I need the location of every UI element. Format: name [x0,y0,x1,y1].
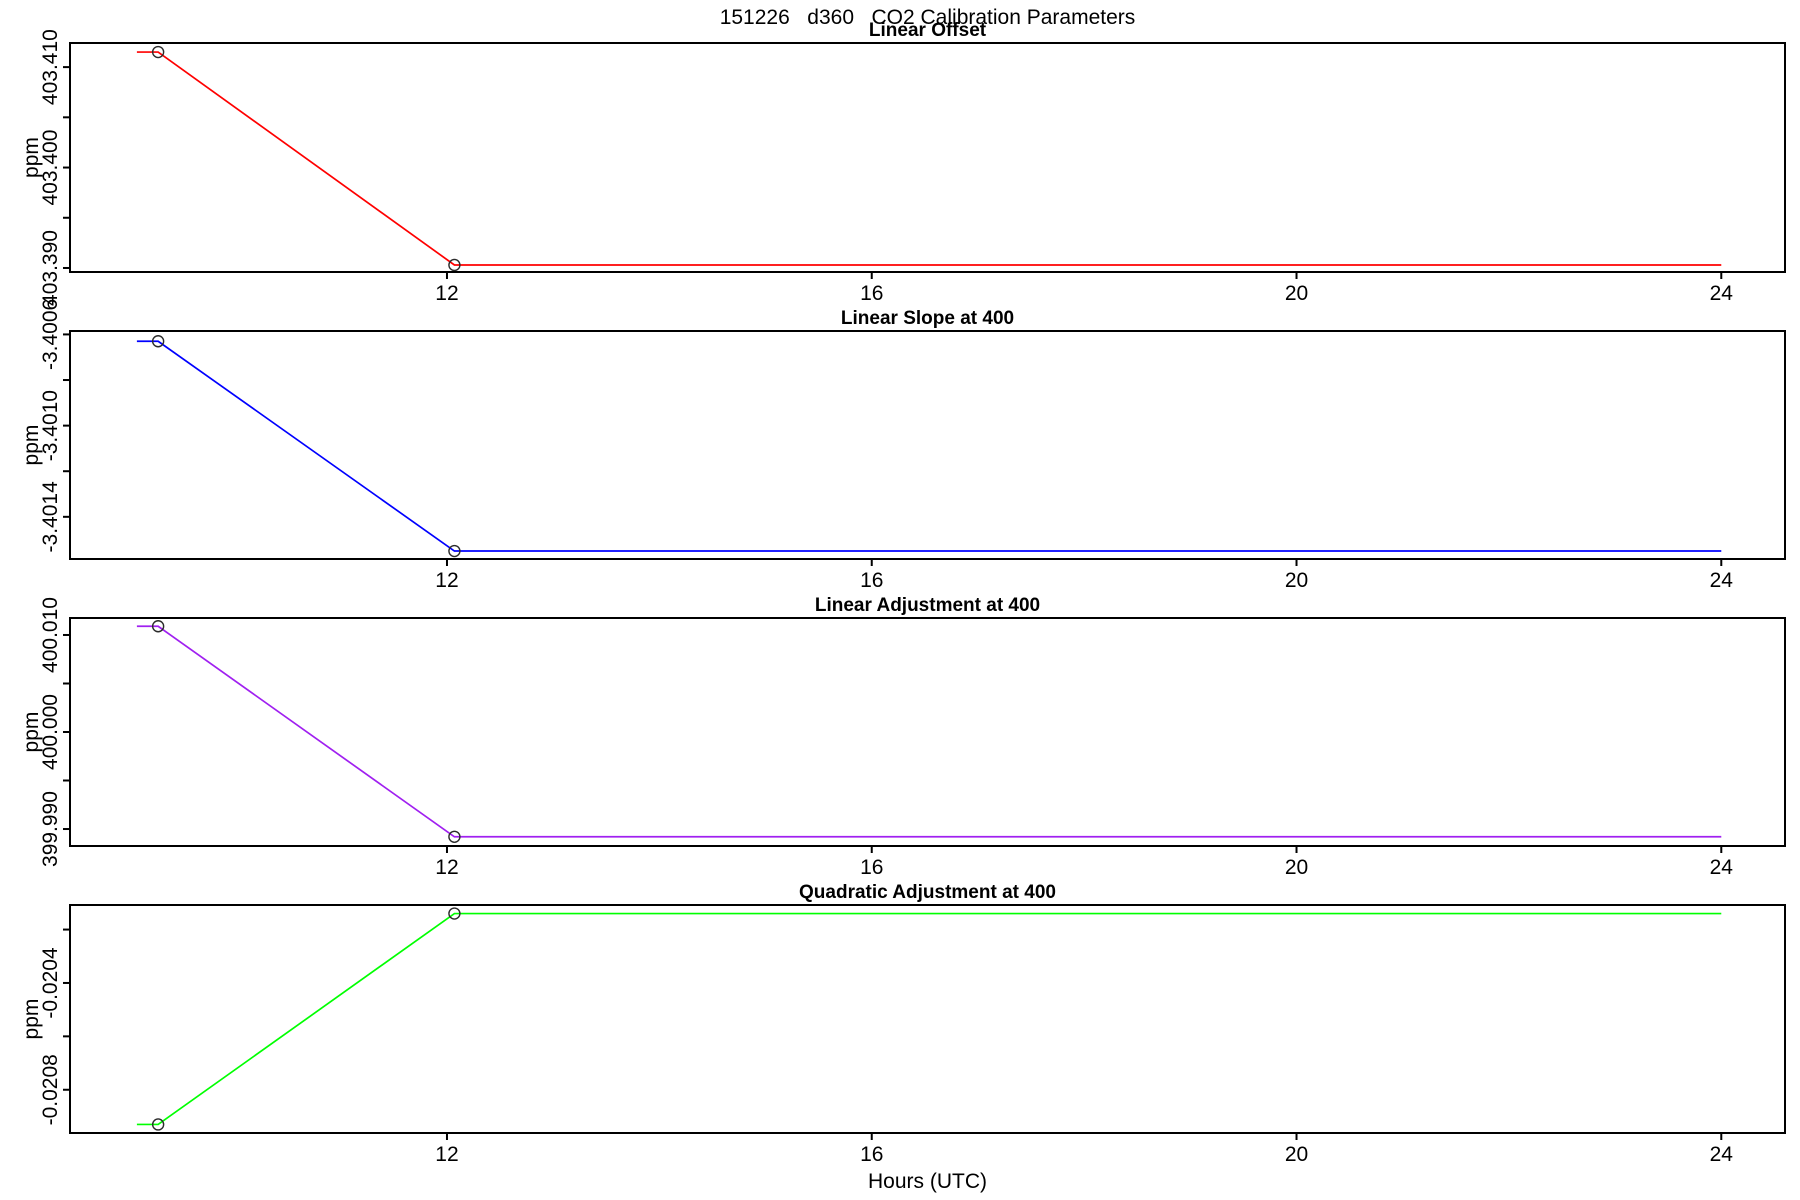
y-axis-label: ppm [20,137,43,178]
panel-title: Linear Adjustment at 400 [815,595,1040,616]
panel-title: Quadratic Adjustment at 400 [799,882,1056,903]
y-tick-label: -3.4014 [39,481,62,553]
y-tick-label: 403.410 [39,29,62,105]
y-tick-label: 400.010 [39,597,62,673]
x-tick-label: 16 [860,856,883,879]
x-tick-label: 12 [435,282,458,305]
y-tick-label: 403.400 [39,130,62,206]
panel-border [69,330,1786,560]
y-tick-label: -3.4006 [39,299,62,370]
y-axis-label: ppm [20,425,43,466]
panel-title: Linear Slope at 400 [841,308,1014,329]
data-point-marker [448,830,461,843]
x-tick-label: 24 [1710,282,1734,305]
y-tick-label: 399.990 [39,791,62,867]
panel-border [69,904,1786,1134]
data-line [136,912,1722,1126]
data-point-marker [151,335,165,348]
figure-title: 151226 d360 CO2 Calibration Parameters [719,6,1136,29]
x-tick-label: 16 [860,1143,883,1166]
panel-border [69,617,1786,847]
data-point-marker [448,544,461,558]
x-tick-label: 24 [1710,1143,1734,1166]
x-tick-label: 12 [435,1143,458,1166]
y-tick-label: -0.0208 [39,1054,62,1125]
x-tick-label: 16 [860,569,883,592]
data-line [136,51,1722,266]
x-axis-label: Hours (UTC) [868,1170,987,1193]
x-tick-label: 12 [435,856,458,879]
data-point-marker [151,45,165,59]
y-tick-label: 403.390 [39,230,62,306]
data-point-marker [151,1118,165,1131]
panel-border [69,42,1786,273]
data-line [136,625,1722,838]
data-point-marker [448,258,461,272]
x-tick-label: 20 [1285,569,1308,592]
x-tick-label: 20 [1285,282,1308,305]
data-point-marker [448,907,461,920]
y-axis-label: ppm [20,999,43,1040]
x-tick-label: 20 [1285,856,1308,879]
x-tick-label: 16 [860,282,883,305]
x-tick-label: 12 [435,569,458,592]
y-tick-label: -0.0204 [39,947,62,1019]
panel-title: Linear Offset [869,20,987,41]
x-tick-label: 24 [1710,856,1734,879]
x-tick-label: 24 [1710,569,1734,592]
y-tick-label: -3.4010 [39,390,62,461]
y-axis-label: ppm [20,712,43,753]
y-tick-label: 400.000 [39,694,62,770]
x-tick-label: 20 [1285,1143,1308,1166]
data-line [136,340,1722,552]
data-point-marker [151,620,165,633]
